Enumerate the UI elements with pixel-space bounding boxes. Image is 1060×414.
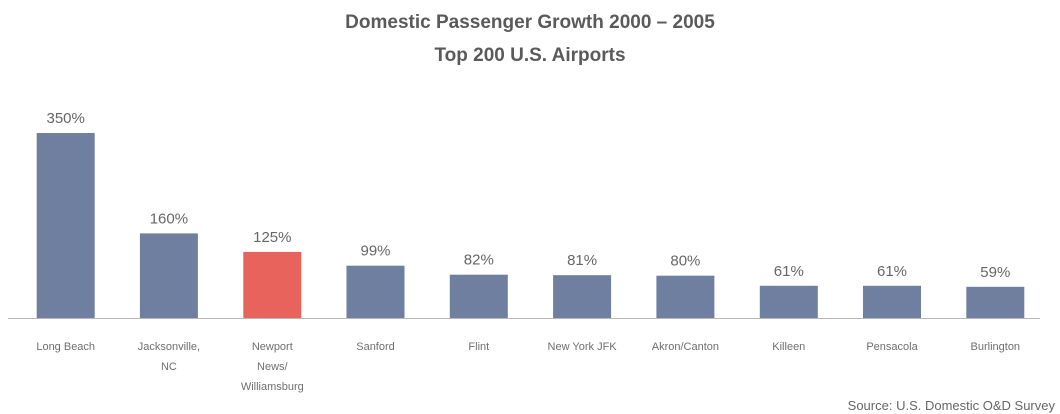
bar: [36, 133, 95, 318]
bar: [759, 285, 818, 318]
category-label-line: Jacksonville,: [138, 341, 200, 353]
value-label: 80%: [670, 253, 700, 270]
category-label-line: News/: [257, 361, 289, 373]
category-label-line: NC: [161, 361, 177, 373]
category-label: Burlington: [971, 341, 1021, 353]
value-label: 99%: [360, 243, 390, 260]
category-label-line: Williamsburg: [241, 381, 304, 393]
category-label-line: Sanford: [356, 341, 395, 353]
category-label: New York JFK: [548, 341, 618, 353]
value-label: 59%: [980, 264, 1010, 281]
value-label: 125%: [253, 229, 291, 246]
bar: [863, 285, 921, 318]
source-note: Source: U.S. Domestic O&D Survey: [848, 398, 1056, 413]
category-label-line: Killeen: [772, 341, 805, 353]
category-label: Jacksonville, NC: [138, 341, 200, 373]
category-label: Sanford: [356, 341, 395, 353]
chart-title: Domestic Passenger Growth 2000 – 2005: [345, 12, 715, 33]
category-label-line: New York JFK: [548, 341, 618, 353]
bar: [966, 286, 1025, 318]
bar: [553, 275, 612, 318]
bar: [243, 251, 302, 318]
category-label: Newport News/Williamsburg: [241, 341, 304, 393]
value-label: 61%: [774, 263, 804, 280]
category-label-line: Burlington: [971, 341, 1021, 353]
bar: [656, 275, 715, 318]
category-label-line: Flint: [468, 341, 489, 353]
value-label: 350%: [47, 110, 85, 127]
chart-subtitle: Top 200 U.S. Airports: [434, 45, 625, 66]
category-label: Pensacola: [866, 341, 918, 353]
category-label: Long Beach: [36, 341, 95, 353]
value-label: 82%: [464, 252, 494, 269]
category-label-line: Pensacola: [866, 341, 918, 353]
bar: [449, 274, 508, 318]
category-label-line: Akron/Canton: [652, 341, 719, 353]
value-label: 160%: [150, 210, 188, 227]
category-label-line: Newport: [252, 341, 293, 353]
bar: [346, 265, 405, 318]
category-label: Flint: [468, 341, 489, 353]
category-label-line: Long Beach: [36, 341, 95, 353]
value-label: 61%: [877, 263, 907, 280]
category-label: Akron/Canton: [652, 341, 719, 353]
bar: [139, 233, 198, 318]
category-label: Killeen: [772, 341, 805, 353]
value-label: 81%: [567, 252, 597, 269]
plot-area: 350% Long Beach 160% Jacksonville, NC 125% New…: [8, 110, 1040, 393]
